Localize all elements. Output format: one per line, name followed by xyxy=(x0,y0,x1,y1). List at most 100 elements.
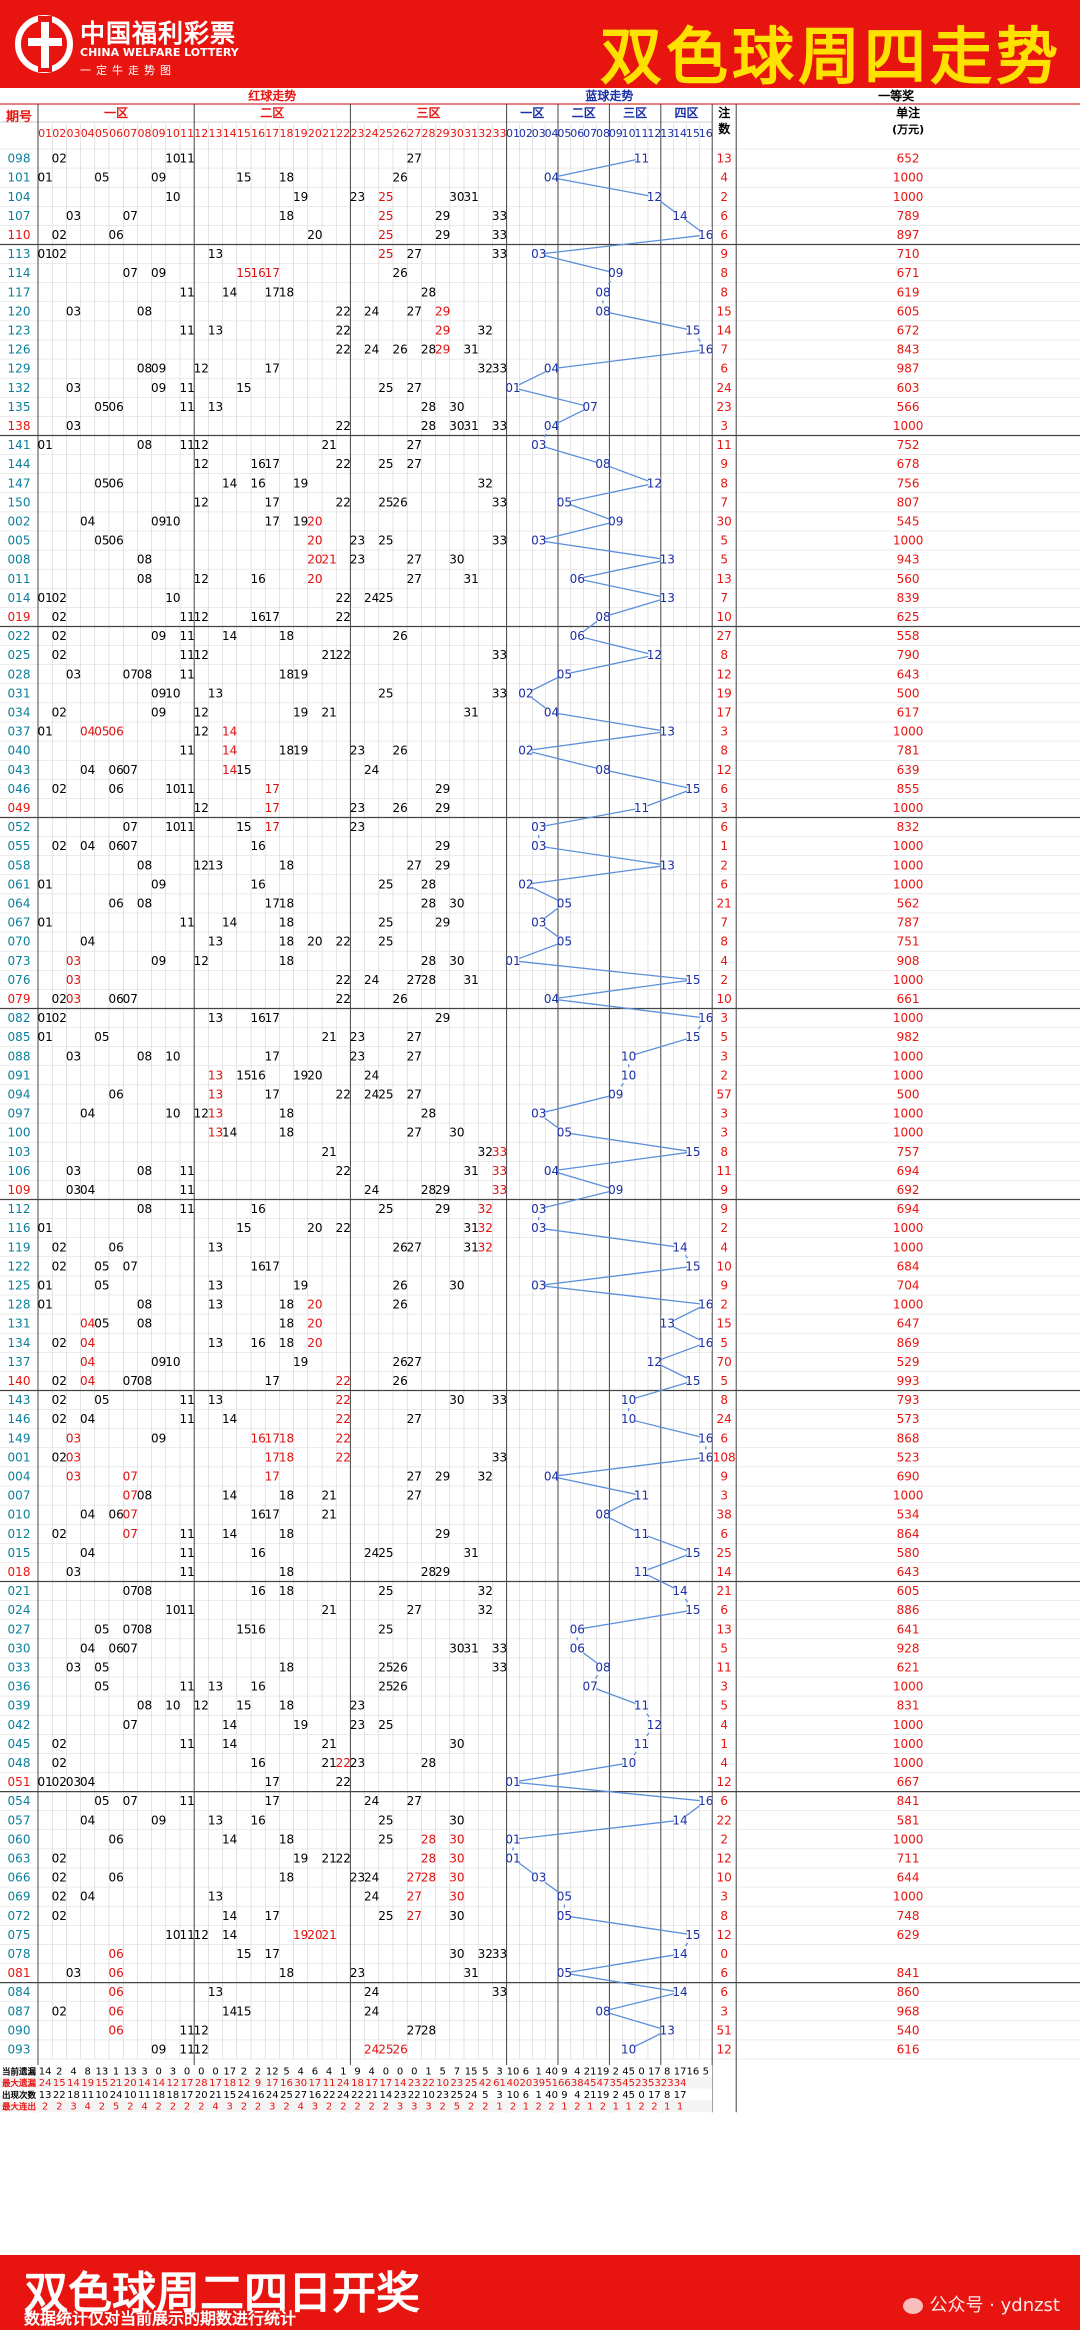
blue-ball-number: 11 xyxy=(634,152,649,166)
red-ball-number: 08 xyxy=(137,304,152,318)
red-ball-number: 26 xyxy=(392,1298,407,1312)
red-ball-number: 16 xyxy=(250,457,265,471)
winners-count: 108 xyxy=(713,1450,736,1464)
red-ball-number: 22 xyxy=(336,343,351,357)
issue-number: 069 xyxy=(8,1890,31,1904)
winners-count: 3 xyxy=(720,1049,728,1063)
blue-ball-number: 01 xyxy=(505,1851,520,1865)
issue-number: 027 xyxy=(8,1622,31,1636)
red-ball-number: 19 xyxy=(293,1355,308,1369)
prize-amount: 1000 xyxy=(893,1298,924,1312)
red-ball-number: 27 xyxy=(407,1469,422,1483)
stats-value: 17 xyxy=(181,2090,194,2101)
red-ball-number: 16 xyxy=(250,1431,265,1445)
prize-amount: 1000 xyxy=(893,1680,924,1694)
issue-number: 012 xyxy=(8,1527,31,1541)
blue-ball-mark-bg xyxy=(532,437,545,454)
red-ball-number: 04 xyxy=(80,763,95,777)
red-ball-number: 25 xyxy=(378,1087,393,1101)
blue-ball-mark-bg xyxy=(507,1850,519,1867)
red-ball-number: 18 xyxy=(279,896,294,910)
stats-value: 2 xyxy=(241,2066,247,2077)
red-ball-number: 18 xyxy=(279,1107,294,1121)
red-ball-number: 14 xyxy=(222,629,237,643)
red-ball-number: 33 xyxy=(492,1947,507,1961)
red-ball-number: 31 xyxy=(463,572,478,586)
red-column-number: 15 xyxy=(237,127,251,140)
red-ball-number: 13 xyxy=(208,686,223,700)
red-ball-number: 22 xyxy=(336,1221,351,1235)
stats-value: 18 xyxy=(351,2078,364,2089)
red-ball-number: 09 xyxy=(151,686,166,700)
red-ball-number: 23 xyxy=(350,553,365,567)
red-ball-number: 23 xyxy=(350,801,365,815)
red-ball-number: 06 xyxy=(108,2023,123,2037)
winners-count: 15 xyxy=(717,304,732,318)
stats-value: 14 xyxy=(152,2078,165,2089)
red-ball-number: 05 xyxy=(94,1259,109,1273)
red-ball-number: 01 xyxy=(37,1775,52,1789)
red-ball-number: 11 xyxy=(179,648,194,662)
blue-bzone1-heading: 一区 xyxy=(520,106,544,120)
red-ball-number: 23 xyxy=(350,534,365,548)
stats-value: 22 xyxy=(53,2090,66,2101)
red-ball-number: 26 xyxy=(392,266,407,280)
stats-value: 8 xyxy=(664,2066,670,2077)
blue-ball-number: 03 xyxy=(531,839,546,853)
red-ball-number: 29 xyxy=(435,323,450,337)
blue-column-number: 04 xyxy=(545,127,559,140)
winners-heading-2: 数 xyxy=(718,121,731,136)
blue-ball-mark-bg xyxy=(674,1239,686,1256)
winners-count: 12 xyxy=(717,1775,732,1789)
red-ball-number: 25 xyxy=(378,1546,393,1560)
red-ball-number: 19 xyxy=(293,1278,308,1292)
blue-ball-mark-bg xyxy=(687,1143,699,1160)
red-ball-number: 27 xyxy=(407,2023,422,2037)
prize-amount: 616 xyxy=(897,2042,920,2056)
red-ball-number: 03 xyxy=(66,1565,81,1579)
blue-ball-mark-bg xyxy=(699,1793,712,1810)
red-ball-number: 28 xyxy=(421,1565,436,1579)
red-ball-number: 04 xyxy=(80,1508,95,1522)
stats-value: 35 xyxy=(609,2078,622,2089)
issue-number: 120 xyxy=(8,304,31,318)
blue-ball-number: 15 xyxy=(685,1259,700,1273)
winners-heading-1: 注 xyxy=(718,105,730,120)
winners-count: 8 xyxy=(720,476,728,490)
red-ball-number: 32 xyxy=(478,323,493,337)
red-ball-number: 31 xyxy=(463,973,478,987)
red-ball-number: 30 xyxy=(449,1393,464,1407)
red-ball-number: 33 xyxy=(492,247,507,261)
red-ball-number: 18 xyxy=(279,1298,294,1312)
issue-number: 008 xyxy=(8,553,31,567)
red-ball-number: 08 xyxy=(137,1622,152,1636)
red-ball-number: 27 xyxy=(407,1126,422,1140)
issue-number: 049 xyxy=(8,801,31,815)
winners-count: 6 xyxy=(720,1985,728,1999)
blue-ball-mark-bg xyxy=(622,1754,635,1771)
red-ball-number: 18 xyxy=(279,667,294,681)
blue-ball-mark-bg xyxy=(545,360,558,377)
issue-number: 055 xyxy=(8,839,31,853)
red-ball-number: 06 xyxy=(108,725,123,739)
blue-ball-number: 01 xyxy=(505,954,520,968)
red-ball-number: 04 xyxy=(80,1412,95,1426)
prize-amount: 841 xyxy=(897,1794,920,1808)
winners-count: 13 xyxy=(717,572,732,586)
stats-row-bg xyxy=(0,2076,713,2089)
prize-amount: 1000 xyxy=(893,1049,924,1063)
blue-ball-mark-bg xyxy=(687,1258,699,1275)
winners-count: 12 xyxy=(717,1928,732,1942)
red-ball-number: 11 xyxy=(179,1928,194,1942)
winners-count: 6 xyxy=(720,1794,728,1808)
issue-number: 137 xyxy=(8,1355,31,1369)
red-ball-number: 29 xyxy=(435,858,450,872)
red-ball-number: 24 xyxy=(364,591,379,605)
winners-count: 13 xyxy=(717,1622,732,1636)
red-ball-number: 25 xyxy=(378,228,393,242)
issue-number: 076 xyxy=(8,973,31,987)
blue-ball-mark-bg xyxy=(532,1277,545,1294)
red-column-number: 05 xyxy=(95,127,109,140)
stats-value: 3 xyxy=(425,2102,431,2113)
red-ball-number: 19 xyxy=(293,1851,308,1865)
